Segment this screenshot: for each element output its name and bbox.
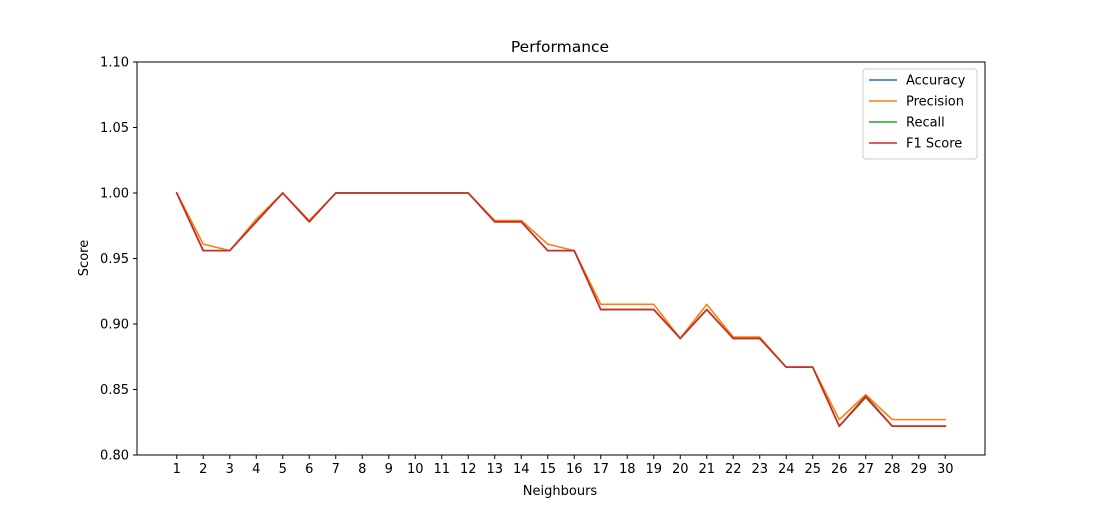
x-tick-label: 8: [358, 462, 366, 477]
x-tick-label: 20: [672, 462, 689, 477]
x-tick-label: 6: [305, 462, 313, 477]
x-tick-label: 12: [460, 462, 477, 477]
x-tick-label: 29: [910, 462, 927, 477]
x-tick-label: 23: [751, 462, 768, 477]
x-tick-label: 1: [173, 462, 181, 477]
legend-box: [862, 68, 978, 160]
x-tick-label: 2: [199, 462, 207, 477]
y-tick-label: 0.85: [100, 383, 129, 398]
x-tick-label: 4: [252, 462, 260, 477]
x-axis: 1 2 3 4 5 6 7 8 9 10 11 12 13 14 15 16 17 18 19 20 21 22 23 24 2…: [173, 455, 954, 477]
y-tick-label: 1.00: [100, 187, 129, 202]
x-tick-label: 16: [566, 462, 583, 477]
x-tick-label: 15: [539, 462, 556, 477]
x-axis-title: Neighbours: [523, 484, 598, 499]
x-tick-label: 21: [698, 462, 715, 477]
x-tick-label: 13: [486, 462, 503, 477]
x-tick-label: 19: [645, 462, 662, 477]
x-tick-label: 10: [407, 462, 424, 477]
x-tick-label: 22: [725, 462, 742, 477]
series-line-accuracy: [175, 191, 947, 427]
y-axis: 0.80 0.85 0.90 0.95 1.00 1.05 1.10: [100, 56, 137, 464]
x-tick-label: 26: [831, 462, 848, 477]
plot-area: [175, 191, 947, 427]
y-tick-label: 1.05: [100, 121, 129, 136]
x-tick-label: 17: [592, 462, 609, 477]
plot-frame: [136, 61, 986, 456]
y-tick-label: 0.95: [100, 252, 129, 267]
legend-label: Accuracy: [906, 74, 966, 89]
x-tick-label: 5: [279, 462, 287, 477]
x-tick-label: 28: [884, 462, 901, 477]
x-tick-label: 14: [513, 462, 530, 477]
x-tick-label: 7: [332, 462, 340, 477]
x-tick-label: 18: [619, 462, 636, 477]
series-line-recall: [175, 191, 947, 427]
y-tick-label: 1.10: [100, 56, 129, 71]
series-line-f1-score: [175, 191, 947, 427]
legend-label: Recall: [906, 116, 945, 131]
legend-label: Precision: [906, 95, 964, 110]
x-tick-label: 27: [857, 462, 874, 477]
y-tick-label: 0.90: [100, 318, 129, 333]
x-tick-label: 30: [937, 462, 954, 477]
x-tick-label: 24: [778, 462, 795, 477]
x-tick-label: 9: [385, 462, 393, 477]
y-axis-title: Score: [77, 240, 92, 276]
legend-label: F1 Score: [906, 137, 962, 152]
x-tick-label: 3: [226, 462, 234, 477]
legend: Accuracy Precision Recall F1 Score: [862, 68, 978, 160]
series-line-precision: [175, 191, 947, 421]
y-tick-label: 0.80: [100, 449, 129, 464]
x-tick-label: 11: [433, 462, 450, 477]
chart-title: Performance: [511, 38, 609, 56]
x-tick-label: 25: [804, 462, 821, 477]
